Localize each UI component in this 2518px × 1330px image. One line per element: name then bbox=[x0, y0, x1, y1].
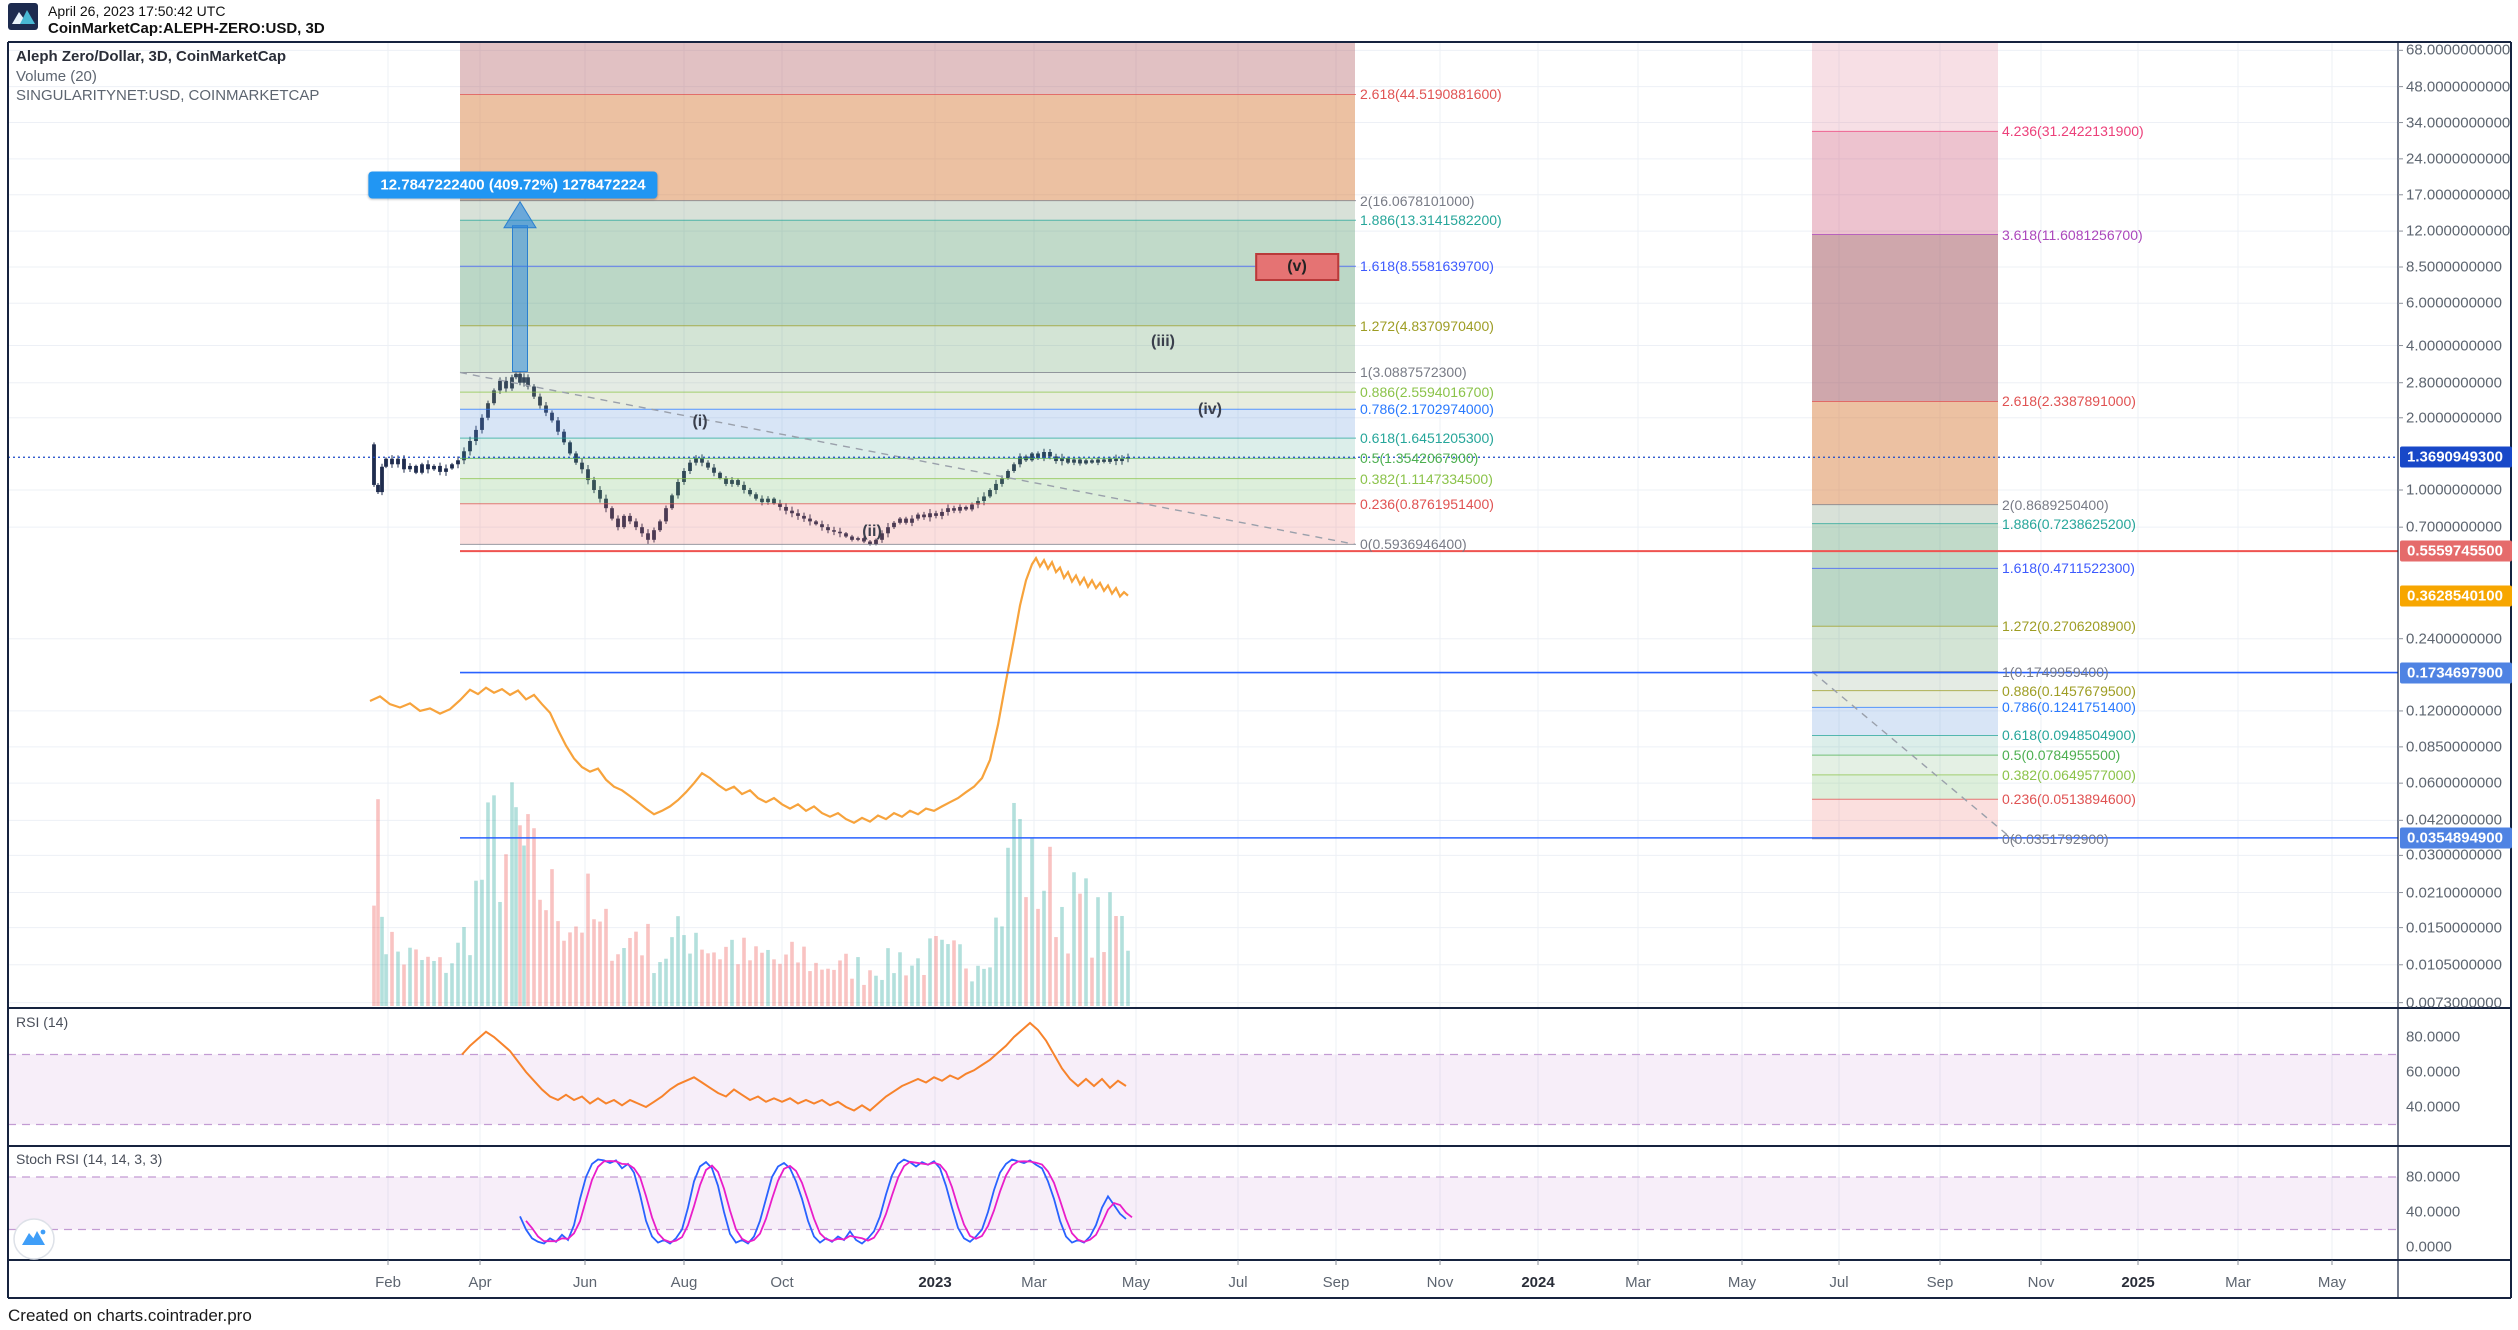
rsi-band bbox=[8, 1053, 2398, 1126]
footer-credit: Created on charts.cointrader.pro bbox=[8, 1306, 252, 1325]
stoch-d-line bbox=[525, 1160, 1133, 1243]
gridlines bbox=[8, 42, 2398, 1260]
legend-main-series[interactable]: Aleph Zero/Dollar, 3D, CoinMarketCap bbox=[16, 48, 287, 65]
stoch-band bbox=[8, 1176, 2398, 1231]
legend-compare-series[interactable]: SINGULARITYNET:USD, COINMARKETCAP bbox=[16, 87, 320, 104]
legend-volume-indicator[interactable]: Volume (20) bbox=[16, 68, 97, 85]
header-symbol: CoinMarketCap:ALEPH-ZERO:USD, 3D bbox=[48, 20, 325, 37]
header-datetime: April 26, 2023 17:50:42 UTC bbox=[48, 3, 226, 19]
measure-tool-label[interactable]: 12.7847222400 (409.72%) 1278472224 bbox=[368, 171, 658, 199]
app-logo-icon bbox=[8, 3, 38, 35]
rsi-line bbox=[461, 1021, 1127, 1112]
logo-background bbox=[8, 3, 38, 30]
chart-frame bbox=[7, 41, 2512, 1299]
rsi-pane-label[interactable]: RSI (14) bbox=[16, 1014, 69, 1030]
stoch-rsi-pane-label[interactable]: Stoch RSI (14, 14, 3, 3) bbox=[16, 1151, 163, 1167]
volume-bars bbox=[372, 782, 1130, 1006]
fib-extension-2[interactable] bbox=[1811, 42, 2021, 846]
fib-extension-1[interactable] bbox=[459, 42, 1356, 546]
agix-compare-line bbox=[369, 555, 1129, 825]
horizontal-lines[interactable] bbox=[460, 550, 2398, 839]
measure-arrow[interactable] bbox=[503, 200, 537, 372]
watermark-logo-icon bbox=[12, 1217, 56, 1266]
stoch-k-line bbox=[519, 1158, 1127, 1245]
